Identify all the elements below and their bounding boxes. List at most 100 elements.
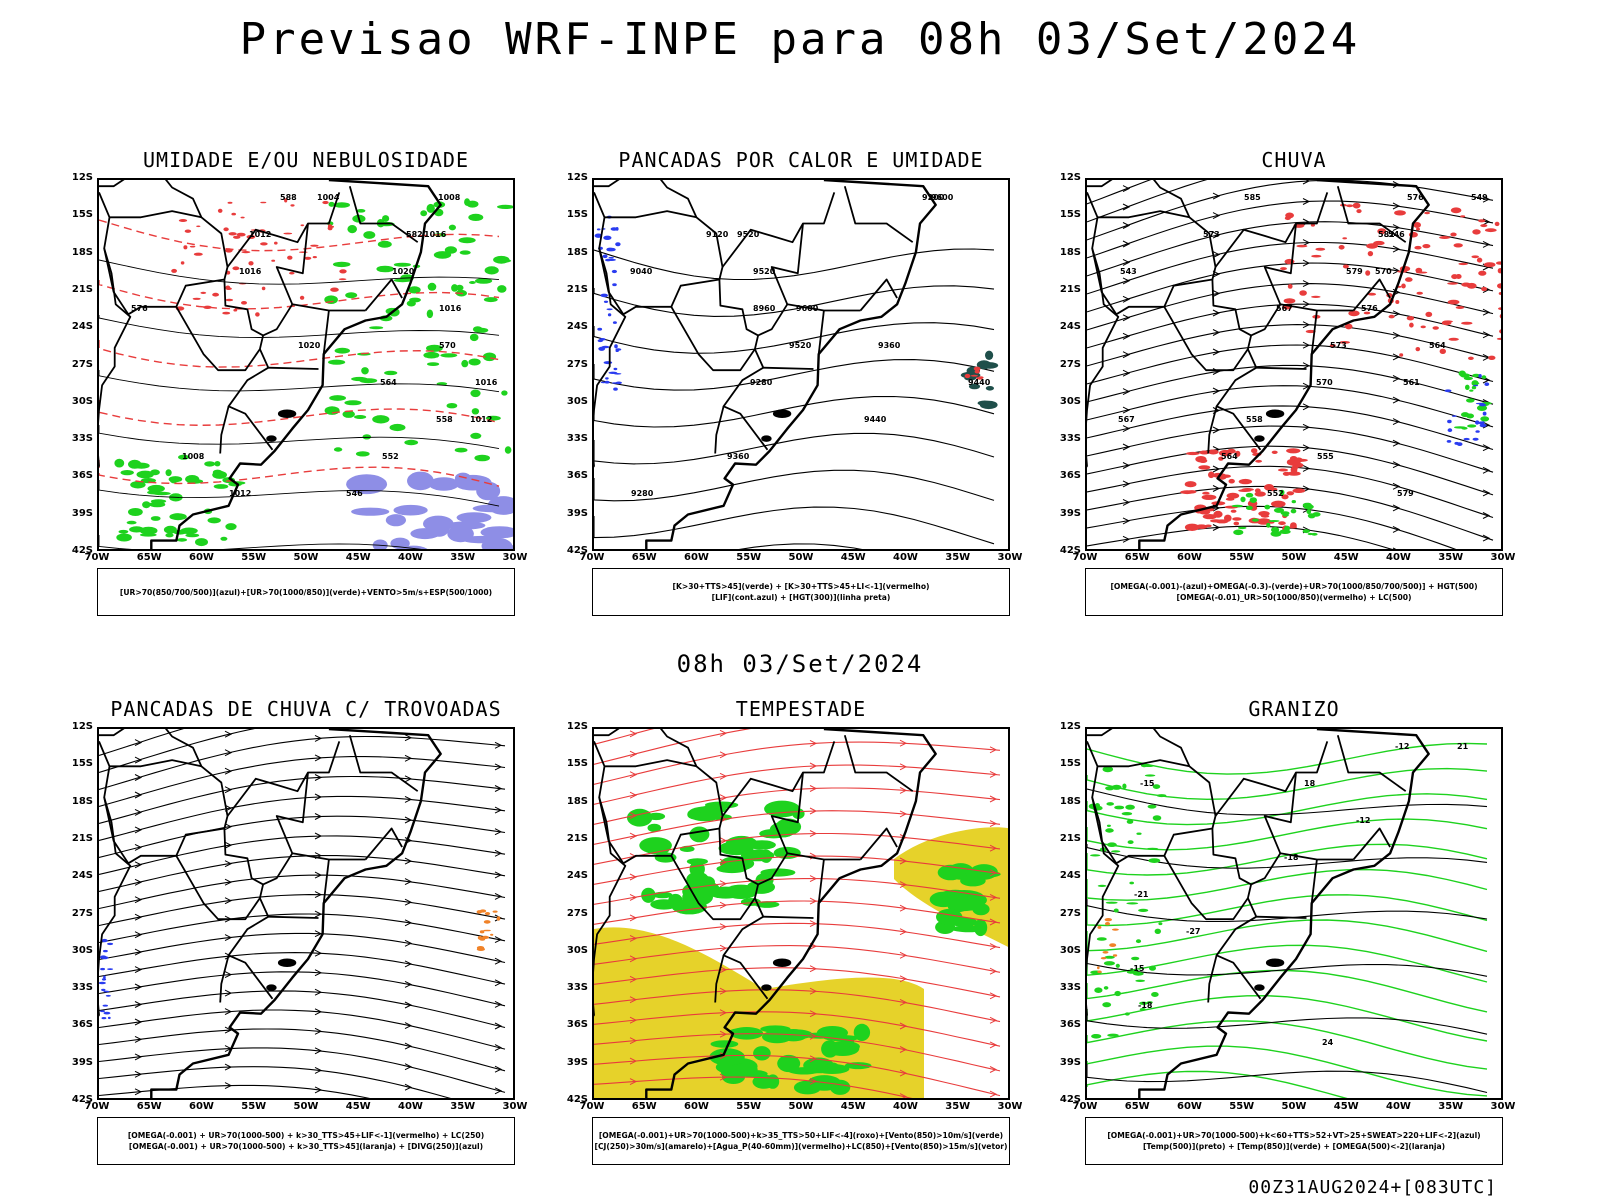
lagoon-patch bbox=[277, 409, 297, 418]
lon-tick-label: 40W bbox=[398, 1101, 423, 1112]
lat-tick-label: 21S bbox=[71, 283, 93, 295]
lat-tick-label: 42S bbox=[71, 1094, 93, 1105]
border-line bbox=[1163, 828, 1252, 921]
lat-tick-label: 39S bbox=[566, 507, 588, 519]
lon-tick-label: 45W bbox=[345, 1101, 371, 1112]
panel-title: TEMPESTADE bbox=[735, 697, 867, 721]
contour-label: 9360 bbox=[878, 341, 901, 350]
lat-tick-label: 18S bbox=[566, 795, 588, 807]
panel-title: CHUVA bbox=[1261, 148, 1327, 172]
border-line bbox=[175, 828, 264, 921]
border-line bbox=[99, 180, 229, 316]
lon-tick-label: 30W bbox=[997, 1101, 1023, 1112]
lat-tick-label: 27S bbox=[71, 358, 93, 370]
legend-box: [OMEGA(-0.001)+UR>70(1000-500)+k<60+TTS>… bbox=[1085, 1117, 1503, 1165]
lat-tick-label: 24S bbox=[1059, 870, 1081, 882]
lon-tick-label: 65W bbox=[631, 1101, 657, 1112]
lat-tick-label: 39S bbox=[1059, 507, 1081, 519]
lat-tick-label: 15S bbox=[566, 209, 588, 221]
temp850-contours bbox=[1087, 742, 1488, 1098]
border-line bbox=[714, 406, 725, 454]
map-canvas: -12 -15 -12 -18 -21 -27 -15 -18 24 21 18 bbox=[1087, 729, 1488, 1098]
border-line bbox=[227, 897, 274, 1000]
coastline bbox=[645, 729, 937, 1098]
lon-tick-label: 45W bbox=[345, 552, 371, 563]
border-line bbox=[227, 348, 274, 451]
lat-tick-label: 18S bbox=[71, 795, 93, 807]
contour-label: 549 bbox=[1471, 193, 1488, 202]
lon-tick-label: 50W bbox=[788, 552, 814, 563]
contour-label: 9440 bbox=[864, 415, 887, 424]
lon-tick-label: 45W bbox=[1333, 552, 1359, 563]
geo-boundaries bbox=[594, 729, 937, 1098]
map-canvas bbox=[99, 729, 506, 1098]
border-line bbox=[262, 852, 294, 886]
map-canvas: 1008 1012 1016 1016 1020 1016 1012 1008 1012 1004… bbox=[99, 180, 513, 549]
border-line bbox=[226, 741, 341, 817]
lagoon-patch bbox=[266, 435, 277, 442]
border-line bbox=[817, 859, 825, 904]
legend-line: [OMEGA(-0.001)-(azul)+OMEGA(-0.3)-(verde… bbox=[1110, 582, 1478, 591]
lon-tick-label: 70W bbox=[579, 1101, 605, 1112]
lon-tick-label: 70W bbox=[84, 552, 110, 563]
border-line bbox=[1352, 827, 1391, 861]
border-line bbox=[722, 897, 769, 1000]
lat-tick-label: 15S bbox=[566, 758, 588, 770]
map-panel: 585 582 579 576 573 570 567 564 579 576 573 570 567 5… bbox=[1085, 178, 1503, 551]
contour-label: -27 bbox=[1186, 927, 1200, 936]
border-line bbox=[109, 759, 202, 768]
border-line bbox=[219, 955, 230, 1003]
coastline bbox=[150, 729, 442, 1098]
lat-tick-label: 30S bbox=[71, 395, 93, 407]
border-line bbox=[1215, 897, 1262, 1000]
lat-tick-label: 24S bbox=[566, 321, 588, 333]
lat-tick-label: 15S bbox=[71, 209, 93, 221]
lat-tick-label: 24S bbox=[566, 870, 588, 882]
lat-tick-label: 18S bbox=[1059, 246, 1081, 258]
lon-tick-label: 55W bbox=[736, 552, 762, 563]
map-canvas: 9600 9520 9520 9600 9520 9440 9440 9360 9280 9200… bbox=[594, 180, 999, 549]
coastline bbox=[1138, 729, 1430, 1098]
contour-label: 552 bbox=[1267, 489, 1284, 498]
lon-tick-label: 55W bbox=[241, 1101, 267, 1112]
lat-tick-label: 39S bbox=[1059, 1056, 1081, 1068]
lc850-streamlines bbox=[594, 729, 1001, 1098]
lagoon-patch bbox=[761, 435, 772, 442]
rain-green bbox=[1454, 370, 1492, 430]
lagoon-patch bbox=[772, 409, 792, 418]
lat-tick-label: 39S bbox=[71, 1056, 93, 1068]
main-title: Previsao WRF-INPE para 08h 03/Set/2024 bbox=[239, 14, 1361, 65]
contour-label: 558 bbox=[1246, 415, 1263, 424]
geo-boundaries bbox=[594, 180, 937, 549]
border-line bbox=[99, 729, 229, 865]
map-canvas: 585 582 579 576 573 570 567 564 579 576 573 570 567 5… bbox=[1087, 180, 1501, 549]
lat-tick-label: 24S bbox=[71, 321, 93, 333]
lat-tick-label: 30S bbox=[566, 395, 588, 407]
lat-tick-label: 42S bbox=[566, 1094, 588, 1105]
lon-tick-label: 70W bbox=[1072, 1101, 1098, 1112]
lat-tick-label: 33S bbox=[1059, 982, 1081, 994]
border-line bbox=[770, 772, 861, 861]
border-line bbox=[594, 797, 627, 1017]
lon-tick-label: 65W bbox=[1124, 1101, 1150, 1112]
lon-tick-label: 50W bbox=[1281, 1101, 1307, 1112]
legend-line: [OMEGA(-0.001)+UR>70(1000-500)+k<60+TTS>… bbox=[1107, 1131, 1481, 1140]
border-line bbox=[714, 955, 725, 1003]
map-panel: -12 -15 -12 -18 -21 -27 -15 -18 24 21 18 bbox=[1085, 727, 1503, 1100]
contour-label: 576 bbox=[1361, 304, 1378, 313]
lagoon-patch bbox=[266, 984, 277, 991]
border-line bbox=[262, 303, 294, 337]
lat-tick-label: 21S bbox=[71, 832, 93, 844]
lon-tick-label: 65W bbox=[1124, 552, 1150, 563]
legend-box: [UR>70(850/700/500)](azul)+[UR>70(1000/8… bbox=[97, 568, 515, 616]
lon-tick-label: 35W bbox=[450, 1101, 476, 1112]
border-line bbox=[99, 248, 132, 468]
border-line bbox=[1214, 192, 1329, 268]
border-line bbox=[99, 797, 132, 1017]
lat-tick-label: 12S bbox=[1059, 172, 1081, 183]
lon-tick-label: 50W bbox=[1281, 552, 1307, 563]
lat-tick-label: 36S bbox=[71, 1019, 93, 1031]
contour-label: 576 bbox=[1407, 193, 1424, 202]
border-line bbox=[721, 741, 836, 817]
lagoon-patch bbox=[1254, 984, 1265, 991]
